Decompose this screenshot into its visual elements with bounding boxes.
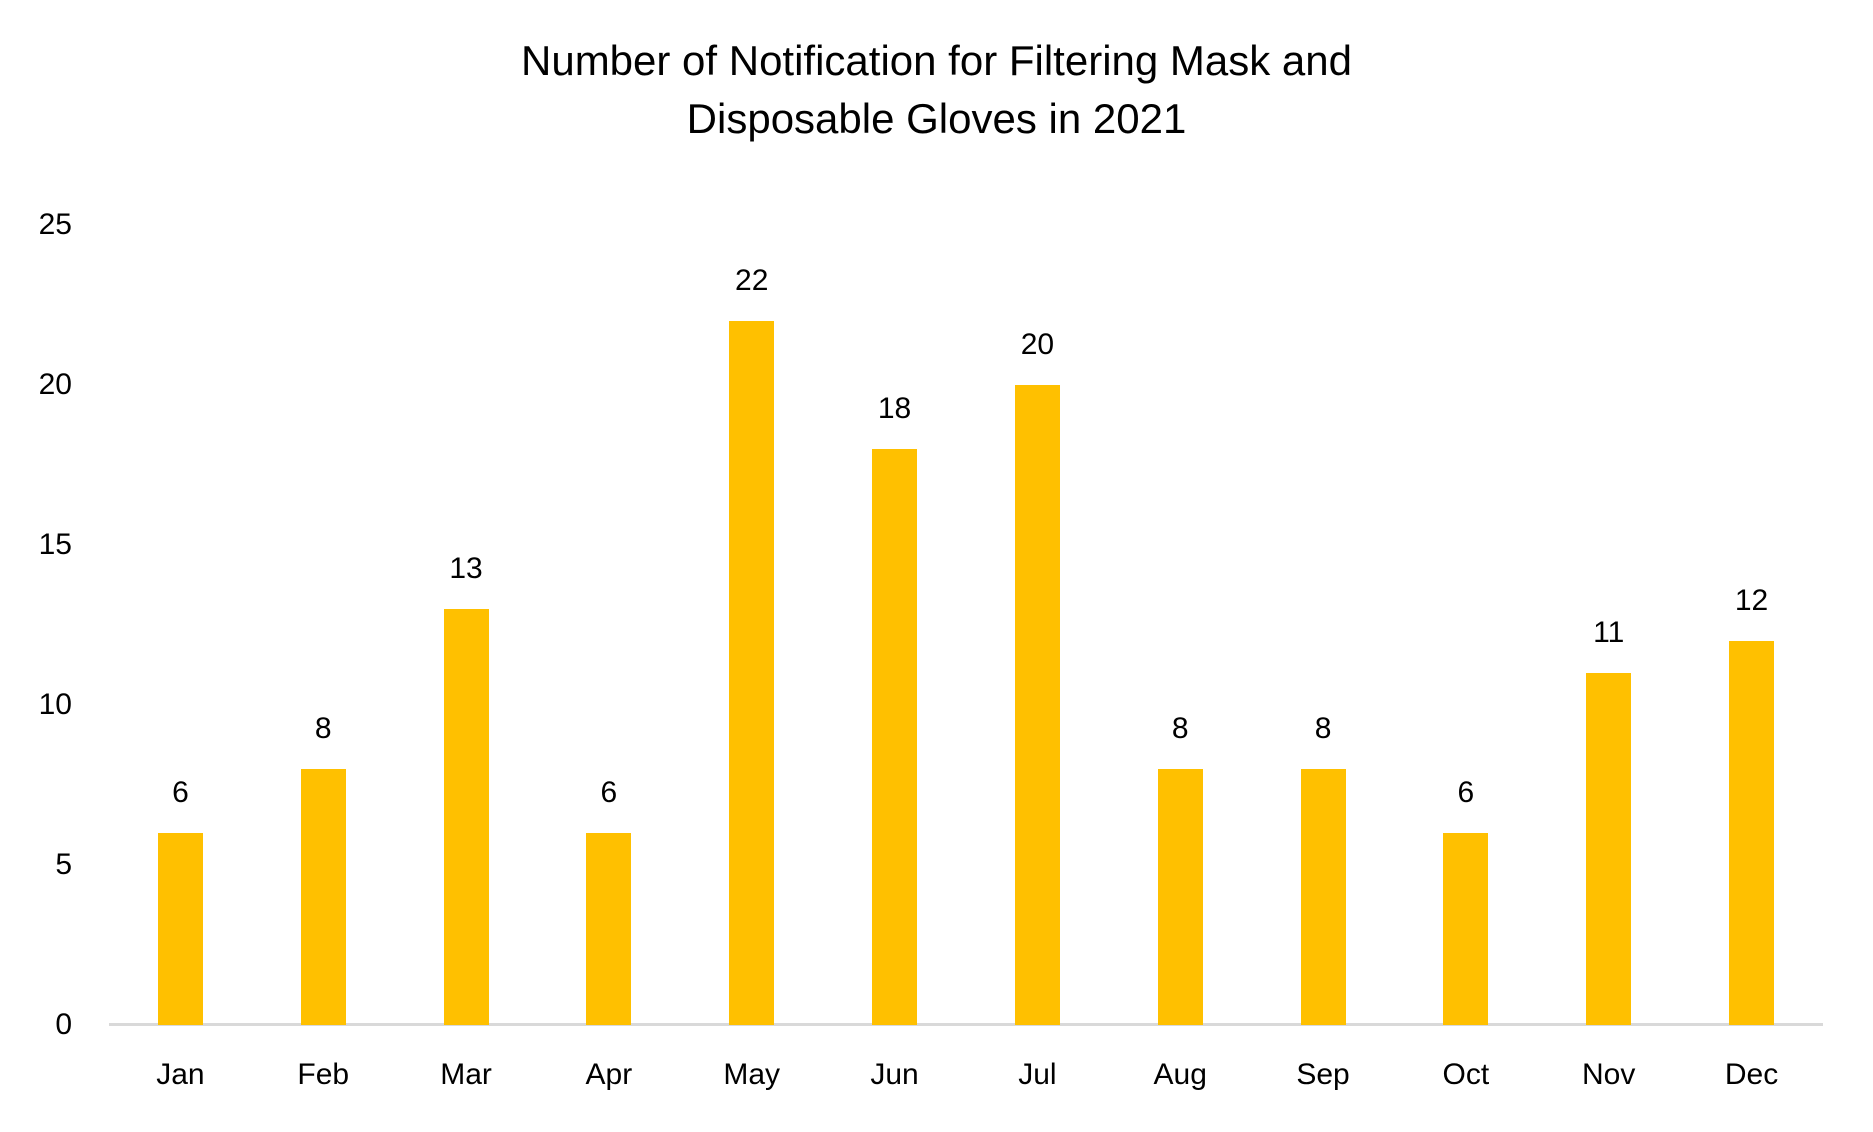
bar-slot: 6 Oct [1394,225,1537,1091]
bar-value-label: 11 [1593,616,1625,649]
chart-title: Number of Notification for Filtering Mas… [0,32,1873,148]
bar-oct [1443,833,1489,1025]
bar-slot: 6 Jan [109,225,252,1091]
x-axis-label: Jul [1018,1058,1057,1091]
bar-value-label: 6 [172,776,189,809]
bar-value-label: 18 [877,392,912,425]
bar-mar [443,609,489,1025]
bar-slot: 12 Dec [1680,225,1823,1091]
bar-slot: 8 Aug [1109,225,1252,1091]
bar-value-label: 8 [1171,712,1189,745]
bar-slot: 22 May [680,225,823,1091]
bar-slot: 13 Mar [395,225,538,1091]
y-tick-label: 10 [38,688,72,721]
bar-sep [1300,769,1346,1025]
x-axis-label: Mar [440,1058,492,1091]
bar-nov [1586,673,1632,1025]
x-axis-label: Nov [1582,1058,1636,1091]
bar-feb [300,769,346,1025]
bar-slot: 11 Nov [1537,225,1680,1091]
y-tick-label: 20 [38,368,72,401]
bar-slot: 8 Sep [1252,225,1395,1091]
chart-title-line-1: Number of Notification for Filtering Mas… [521,37,1352,84]
x-axis-line [109,1023,1823,1026]
bar-may [729,321,775,1025]
y-tick-label: 15 [38,528,72,561]
x-axis-label: Feb [297,1058,350,1091]
bar-jul [1014,385,1060,1025]
x-axis-label: Sep [1296,1058,1350,1091]
x-axis-label: Aug [1153,1058,1207,1091]
y-tick-label: 0 [55,1008,72,1041]
bar-value-label: 8 [1314,712,1332,745]
bar-slot: 6 Apr [537,225,680,1091]
bar-value-label: 13 [449,552,483,585]
bar-jan [157,833,203,1025]
bar-value-label: 8 [314,712,332,745]
x-axis-label: May [723,1058,781,1091]
y-axis: 0 5 10 15 20 25 [0,0,72,1132]
bar-apr [586,833,632,1025]
x-axis-label: Jun [870,1058,919,1091]
bar-value-label: 12 [1734,584,1769,617]
bar-jun [872,449,918,1025]
bar-slot: 20 Jul [966,225,1109,1091]
bar-slot: 18 Jun [823,225,966,1091]
bar-value-label: 20 [1020,328,1055,361]
x-axis-label: Dec [1724,1058,1779,1091]
chart-title-line-2: Disposable Gloves in 2021 [686,95,1187,142]
y-tick-label: 25 [38,208,72,241]
x-axis-label: Oct [1442,1058,1490,1091]
bar-value-label: 6 [1457,776,1475,809]
plot-area: 6 Jan 8 Feb 13 Mar 6 Apr 22 May 18 Jun 20 Jul 8 Aug 8 Sep… [109,225,1823,1091]
bar-value-label: 22 [735,264,769,297]
bar-slot: 8 Feb [252,225,395,1091]
bar-aug [1157,769,1203,1025]
bar-value-label: 6 [600,776,618,809]
x-axis-label: Apr [585,1058,633,1091]
y-tick-label: 5 [55,848,72,881]
bar-dec [1729,641,1775,1025]
x-axis-label: Jan [156,1058,205,1091]
